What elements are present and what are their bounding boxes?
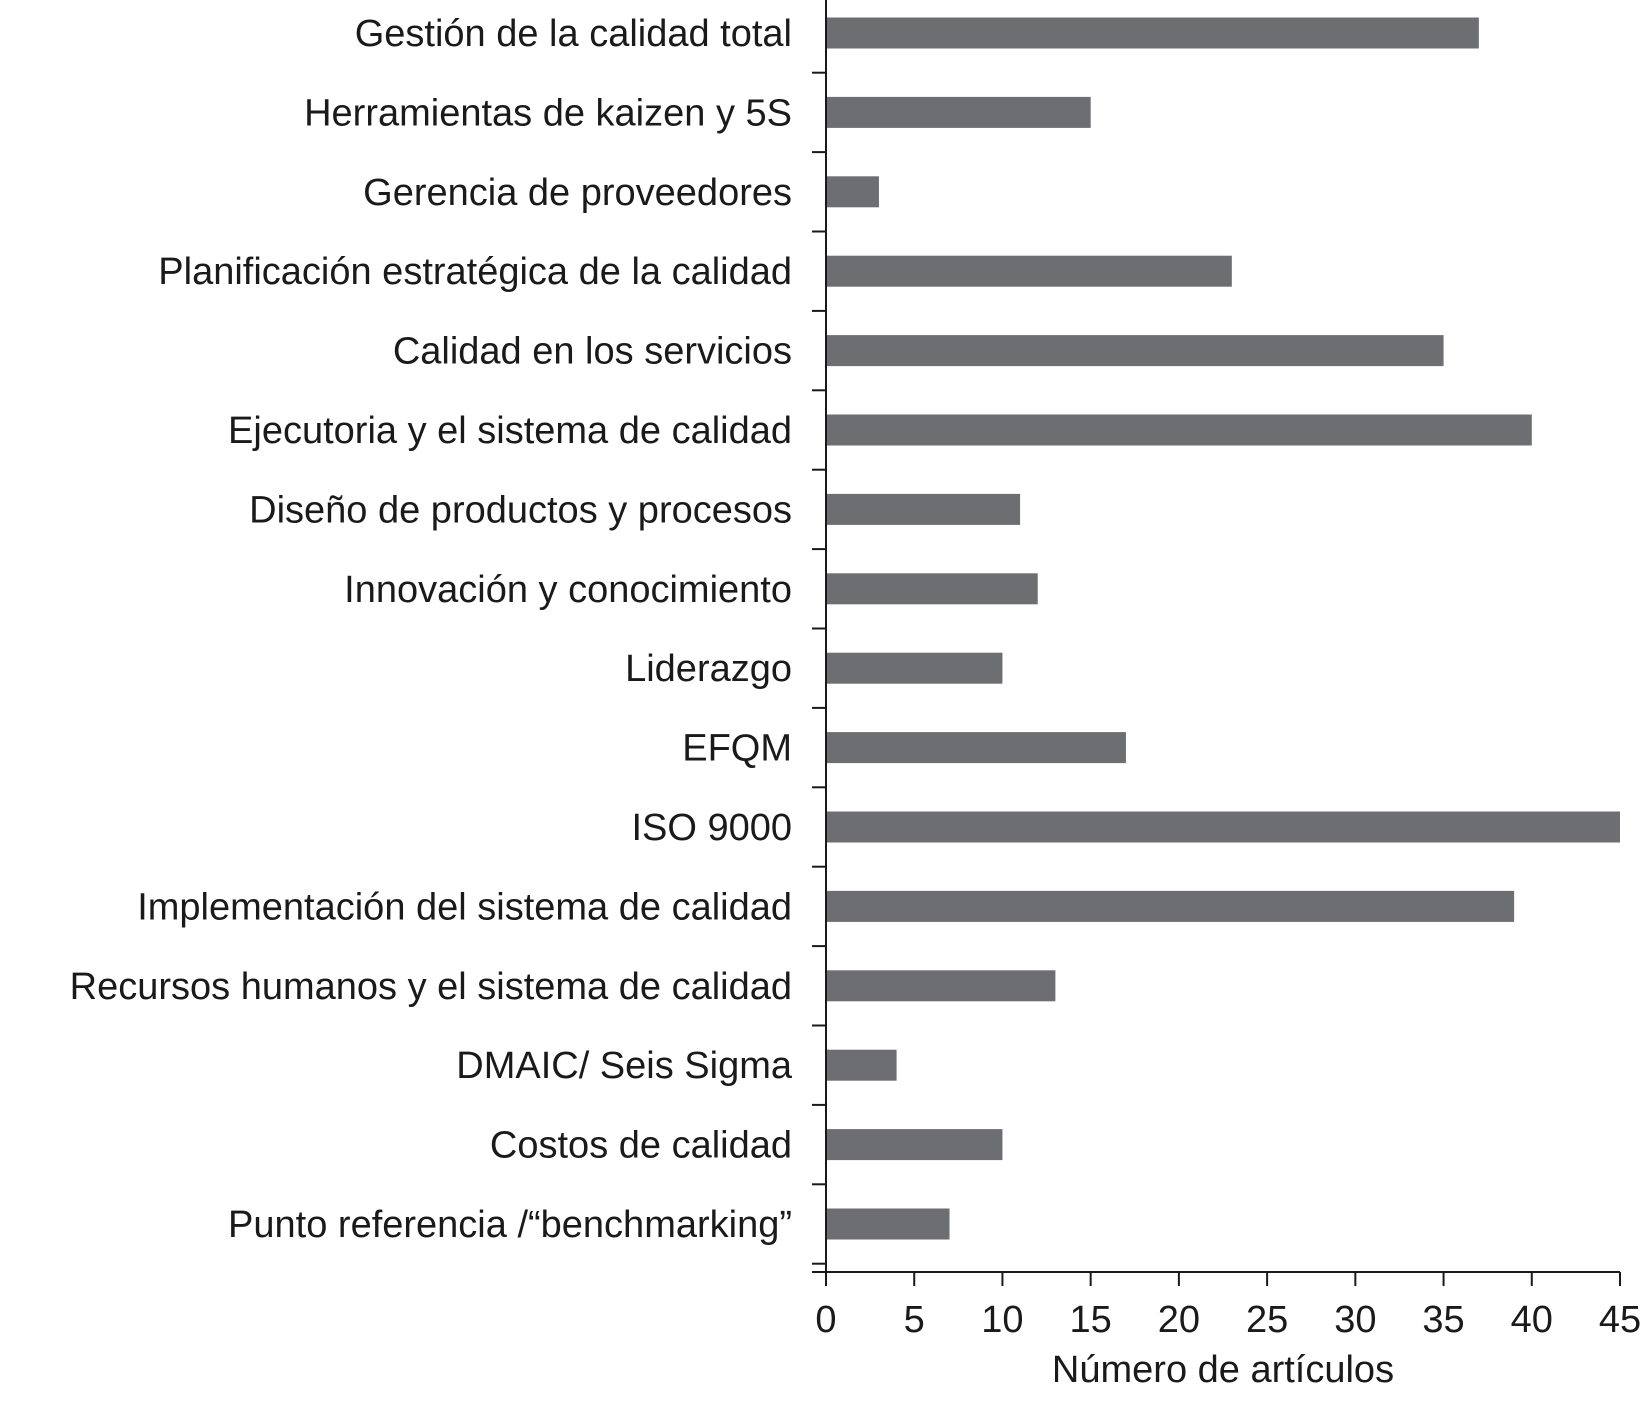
bar	[826, 493, 1021, 525]
category-label: Recursos humanos y el sistema de calidad	[70, 966, 792, 1008]
category-labels: Gestión de la calidad total Herramientas …	[70, 13, 793, 1246]
category-label: Liderazgo	[625, 648, 792, 690]
category-label: Punto referencia /“benchmarking”	[228, 1204, 792, 1246]
category-label: Gerencia de proveedores	[363, 172, 792, 214]
bar	[826, 255, 1232, 287]
category-label: Implementación del sistema de calidad	[137, 886, 792, 928]
x-tick-label: 40	[1511, 1299, 1553, 1341]
category-label: EFQM	[682, 728, 792, 770]
x-tick-label: 45	[1599, 1299, 1641, 1341]
bar	[826, 176, 879, 208]
bar	[826, 17, 1479, 49]
x-tick-label: 5	[904, 1299, 925, 1341]
category-label: Calidad en los servicios	[393, 331, 792, 373]
bar	[826, 970, 1056, 1002]
bar	[826, 890, 1515, 922]
category-label: Innovación y conocimiento	[344, 569, 792, 611]
category-label: Costos de calidad	[490, 1125, 792, 1167]
x-tick-label: 25	[1246, 1299, 1288, 1341]
bar	[826, 1129, 1003, 1161]
axes-layer	[812, 0, 1620, 1273]
bar	[826, 1049, 897, 1081]
category-label: Diseño de productos y procesos	[249, 489, 792, 531]
bar	[826, 96, 1091, 128]
bar	[826, 652, 1003, 684]
bar	[826, 414, 1532, 446]
category-label: Herramientas de kaizen y 5S	[304, 92, 792, 134]
x-tick-label: 35	[1422, 1299, 1464, 1341]
category-label: DMAIC/ Seis Sigma	[456, 1045, 793, 1087]
bar	[826, 1208, 950, 1240]
category-label: Gestión de la calidad total	[355, 13, 792, 55]
category-label: Ejecutoria y el sistema de calidad	[228, 410, 792, 452]
x-tick-label: 0	[815, 1299, 836, 1341]
category-label: ISO 9000	[631, 807, 792, 849]
bar	[826, 811, 1620, 843]
category-label: Planificación estratégica de la calidad	[158, 251, 792, 293]
ticks-layer: 0 5 10 15 20 25 30 35 40 45	[812, 71, 1641, 1341]
x-tick-label: 15	[1070, 1299, 1112, 1341]
bar	[826, 335, 1444, 367]
x-tick-label: 10	[981, 1299, 1023, 1341]
x-axis-title: Número de artículos	[1052, 1349, 1394, 1391]
x-tick-label: 20	[1158, 1299, 1200, 1341]
bars-layer	[826, 17, 1620, 1240]
x-tick-label: 30	[1334, 1299, 1376, 1341]
bar	[826, 732, 1126, 764]
bar	[826, 573, 1038, 605]
